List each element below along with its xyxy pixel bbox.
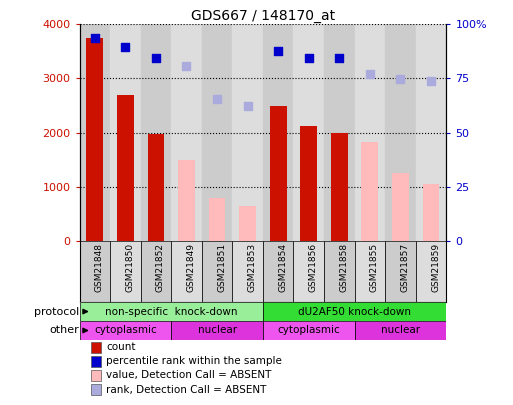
Bar: [423, 184, 440, 241]
Text: non-specific  knock-down: non-specific knock-down: [105, 307, 238, 317]
Text: GSM21851: GSM21851: [217, 243, 226, 292]
Bar: [354, 241, 385, 302]
Bar: [141, 24, 171, 241]
Text: count: count: [106, 342, 136, 352]
Bar: [90, 384, 101, 395]
Bar: [362, 143, 378, 241]
Text: cytoplasmic: cytoplasmic: [278, 326, 340, 335]
Bar: [202, 24, 232, 241]
Text: nuclear: nuclear: [198, 326, 236, 335]
Text: GSM21855: GSM21855: [370, 243, 379, 292]
Bar: [331, 133, 348, 241]
Point: [397, 76, 405, 82]
Text: dU2AF50 knock-down: dU2AF50 knock-down: [298, 307, 411, 317]
Text: other: other: [50, 326, 80, 335]
Bar: [293, 24, 324, 241]
Text: GSM21859: GSM21859: [431, 243, 440, 292]
Bar: [263, 241, 293, 302]
Text: GSM21856: GSM21856: [309, 243, 318, 292]
Bar: [148, 134, 164, 241]
Bar: [209, 198, 226, 241]
Point: [274, 48, 282, 55]
Bar: [202, 241, 232, 302]
Bar: [270, 106, 287, 241]
Point: [213, 96, 221, 102]
Bar: [324, 241, 354, 302]
Text: protocol: protocol: [34, 307, 80, 317]
Bar: [90, 342, 101, 353]
Point: [366, 71, 374, 77]
Text: GSM21857: GSM21857: [401, 243, 409, 292]
Bar: [416, 24, 446, 241]
Bar: [90, 370, 101, 381]
Bar: [178, 160, 195, 241]
Bar: [324, 24, 354, 241]
Bar: [80, 302, 263, 321]
Bar: [80, 24, 110, 241]
Bar: [354, 24, 385, 241]
Bar: [141, 241, 171, 302]
Text: GSM21854: GSM21854: [278, 243, 287, 292]
Point: [244, 103, 252, 109]
Bar: [232, 241, 263, 302]
Title: GDS667 / 148170_at: GDS667 / 148170_at: [191, 9, 335, 23]
Text: GSM21848: GSM21848: [95, 243, 104, 292]
Text: rank, Detection Call = ABSENT: rank, Detection Call = ABSENT: [106, 385, 267, 395]
Point: [183, 63, 191, 69]
Bar: [239, 206, 256, 241]
Bar: [90, 356, 101, 367]
Text: value, Detection Call = ABSENT: value, Detection Call = ABSENT: [106, 370, 272, 380]
Text: cytoplasmic: cytoplasmic: [94, 326, 157, 335]
Bar: [232, 24, 263, 241]
Text: GSM21853: GSM21853: [248, 243, 256, 292]
Text: percentile rank within the sample: percentile rank within the sample: [106, 356, 282, 366]
Point: [427, 77, 435, 84]
Bar: [263, 24, 293, 241]
Bar: [80, 241, 110, 302]
Bar: [80, 321, 171, 340]
Bar: [416, 241, 446, 302]
Point: [335, 55, 343, 61]
Bar: [293, 241, 324, 302]
Point: [91, 34, 99, 41]
Bar: [171, 24, 202, 241]
Bar: [110, 241, 141, 302]
Point: [305, 55, 313, 61]
Bar: [110, 24, 141, 241]
Text: nuclear: nuclear: [381, 326, 420, 335]
Point: [121, 44, 129, 50]
Text: GSM21850: GSM21850: [125, 243, 134, 292]
Point: [152, 55, 160, 61]
Bar: [385, 241, 416, 302]
Text: GSM21858: GSM21858: [339, 243, 348, 292]
Bar: [171, 241, 202, 302]
Bar: [263, 321, 354, 340]
Bar: [86, 38, 103, 241]
Bar: [171, 321, 263, 340]
Bar: [263, 302, 446, 321]
Bar: [385, 24, 416, 241]
Text: GSM21849: GSM21849: [187, 243, 195, 292]
Bar: [392, 173, 409, 241]
Bar: [117, 95, 134, 241]
Bar: [354, 321, 446, 340]
Text: GSM21852: GSM21852: [156, 243, 165, 292]
Bar: [300, 126, 317, 241]
